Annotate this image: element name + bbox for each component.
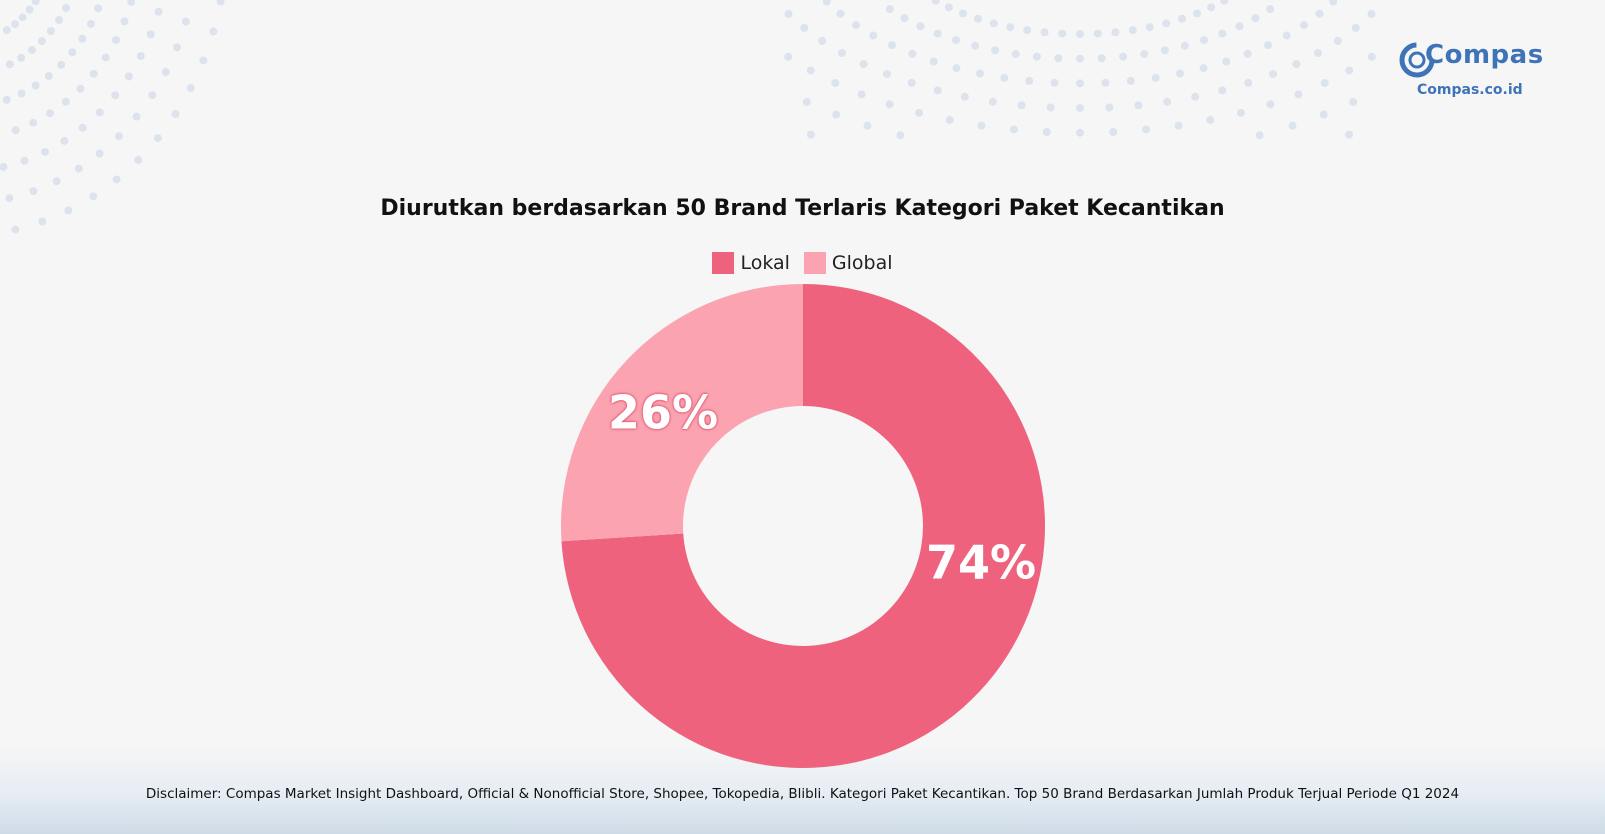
legend-swatch-global <box>803 252 826 274</box>
logo-wordmark: Compas <box>1425 40 1544 70</box>
compas-logo[interactable]: Compas Compas.co.id <box>1397 38 1543 102</box>
data-label-global: 26% <box>608 386 718 440</box>
chart-legend: Lokal Global <box>0 252 1605 274</box>
donut-slice-lokal[interactable] <box>561 284 1046 768</box>
legend-label-lokal: Lokal <box>740 252 790 274</box>
legend-item-lokal[interactable]: Lokal <box>712 252 790 274</box>
donut-slice-global[interactable] <box>561 284 803 542</box>
data-label-lokal: 74% <box>926 536 1036 590</box>
legend-swatch-lokal <box>712 252 735 274</box>
logo-domain: Compas.co.id <box>1417 82 1523 98</box>
legend-label-global: Global <box>831 252 893 274</box>
legend-item-global[interactable]: Global <box>803 252 893 274</box>
chart-title: Diurutkan berdasarkan 50 Brand Terlaris … <box>380 196 1225 221</box>
disclaimer-text: Disclaimer: Compas Market Insight Dashbo… <box>145 786 1460 802</box>
compas-logo-icon <box>1399 42 1435 78</box>
